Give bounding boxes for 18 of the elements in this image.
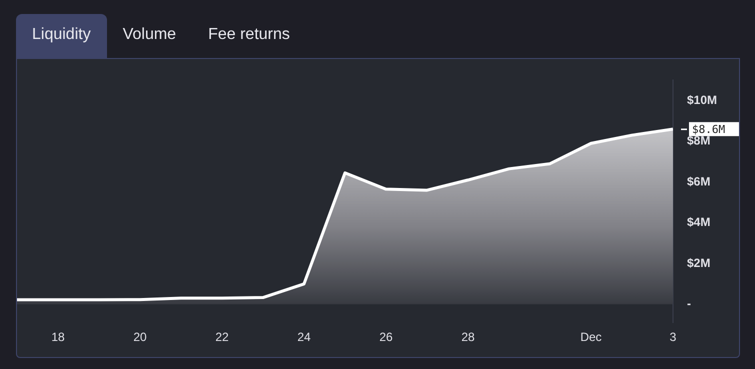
y-tick-label: $6M bbox=[686, 174, 710, 188]
text: Volume bbox=[122, 25, 178, 45]
x-tick-label: 26 bbox=[379, 330, 393, 344]
x-tick-label: Dec bbox=[580, 330, 602, 344]
text: Liquidity bbox=[16, 14, 107, 58]
x-tick-label: 20 bbox=[133, 330, 147, 344]
y-tick-label: $2M bbox=[686, 256, 710, 270]
x-tick-label: 22 bbox=[215, 330, 229, 344]
y-tick-label: $10M bbox=[686, 92, 718, 107]
annotation: $8.6M bbox=[692, 122, 726, 136]
y-tick-label: $4M bbox=[686, 215, 710, 230]
x-tick-label: 18 bbox=[51, 330, 65, 344]
text: Fee returns bbox=[207, 25, 291, 45]
y-tick-label: $8M bbox=[686, 134, 710, 148]
y-tick-label: - bbox=[686, 296, 691, 311]
x-tick-label: 3 bbox=[670, 330, 677, 344]
x-tick-label: 24 bbox=[297, 330, 311, 344]
x-tick-label: 28 bbox=[461, 330, 475, 344]
